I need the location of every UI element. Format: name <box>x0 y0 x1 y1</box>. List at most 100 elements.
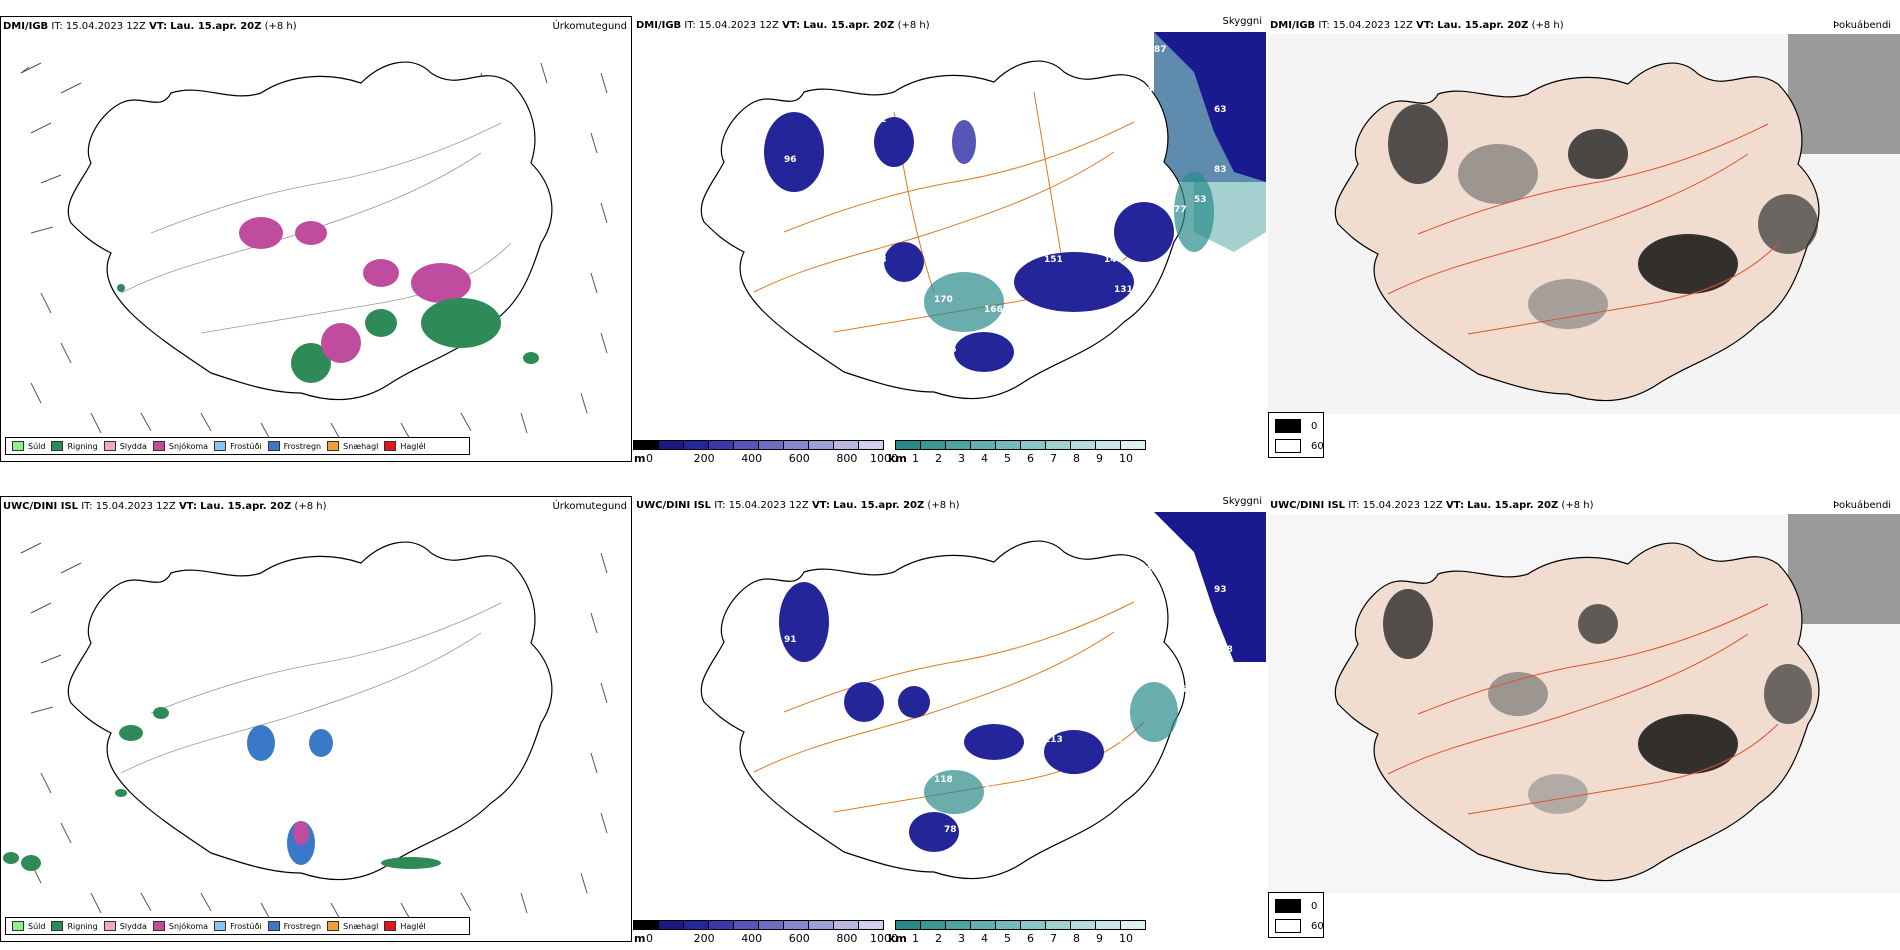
low-visibility-areas <box>764 112 1214 372</box>
legend-item-haglel: Haglél <box>384 921 426 931</box>
precip-areas <box>117 217 539 383</box>
legend-item-frostregn: Frostregn <box>267 921 321 931</box>
visibility-value-label: 113 <box>1044 735 1063 745</box>
visibility-value-label: 144 <box>1104 255 1123 265</box>
legend-item-frostregn: Frostregn <box>267 441 321 451</box>
legend-item-snjokoma: Snjókoma <box>152 441 208 451</box>
coastline <box>1334 542 1820 882</box>
visibility-value-label: 93 <box>934 135 947 145</box>
scale-segment-m <box>833 440 859 450</box>
visibility-color-bar <box>633 440 1264 450</box>
visibility-value-label: 88 <box>874 255 887 265</box>
scale-segment-km <box>920 920 946 930</box>
scale-segment-m <box>808 440 834 450</box>
scale-tick-label: 1 <box>912 932 919 945</box>
scale-segment-km <box>895 920 921 930</box>
visibility-value-label: 131 <box>1114 285 1133 295</box>
scale-tick-label: 3 <box>958 932 965 945</box>
scale-tick-label: 800 <box>836 452 858 465</box>
scale-segment-m <box>758 440 784 450</box>
panel-title: Skyggni <box>1222 496 1262 507</box>
visibility-value-label: 36 <box>1174 685 1187 695</box>
scale-tick-label: 1000 <box>870 452 898 465</box>
fog-indicator-panel-uwc: UWC/DINI ISL IT: 15.04.2023 12Z VT: Lau.… <box>1268 496 1900 938</box>
scale-tick-label: 3 <box>958 452 965 465</box>
visibility-value-label: 119 <box>754 565 773 575</box>
panel-header: UWC/DINI ISL IT: 15.04.2023 12Z VT: Lau.… <box>3 501 327 512</box>
scale-segment-km <box>920 440 946 450</box>
fog-areas <box>1388 104 1818 329</box>
panel-header: DMI/IGB IT: 15.04.2023 12Z VT: Lau. 15.a… <box>636 20 930 31</box>
visibility-value-label: 91 <box>784 635 797 645</box>
visibility-value-label: 96 <box>784 155 797 165</box>
legend-item-rigning: Rigning <box>51 921 98 931</box>
scale-tick-label: 6 <box>1027 932 1034 945</box>
scale-segment-km <box>1070 920 1096 930</box>
precip-type-panel-uwc: UWC/DINI ISL IT: 15.04.2023 12Z VT: Lau.… <box>0 496 632 942</box>
visibility-value-label: 92 <box>874 595 887 605</box>
scale-tick-label: 7 <box>1050 932 1057 945</box>
roads <box>1387 123 1779 335</box>
scale-unit-km: km <box>888 932 907 945</box>
scale-segment-m <box>708 920 734 930</box>
scale-segment-m <box>658 920 684 930</box>
scale-tick-label: 800 <box>836 932 858 945</box>
visibility-map: 91 87 104 63 103 132 70 96 72 93 83 53 162 88 170 151 14… <box>700 32 1266 400</box>
panel-header: DMI/IGB IT: 15.04.2023 12Z VT: Lau. 15.a… <box>1270 20 1564 31</box>
visibility-value-label: 91 <box>1094 45 1107 55</box>
roads <box>120 602 502 774</box>
scale-segment-m <box>708 440 734 450</box>
scale-tick-label: 200 <box>693 932 715 945</box>
visibility-value-label: 132 <box>754 85 773 95</box>
scale-segment-km <box>970 440 996 450</box>
scale-tick-label: 2 <box>935 932 942 945</box>
coastline <box>1334 62 1820 402</box>
panel-title: Úrkomutegund <box>552 21 627 32</box>
scale-tick-label: 8 <box>1073 932 1080 945</box>
scale-segment-m <box>808 920 834 930</box>
visibility-panel-dmi: DMI/IGB IT: 15.04.2023 12Z VT: Lau. 15.a… <box>633 16 1266 465</box>
legend-item-frostudi: Frostúði <box>214 441 262 451</box>
precip-areas <box>3 707 441 871</box>
visibility-scale: m 0 200 400 600 800 1000 km 1 2 3 4 5 6 7 8 9 10 <box>633 920 1264 950</box>
scale-segment-m <box>658 440 684 450</box>
visibility-value-label: 103 <box>704 85 723 95</box>
precip-type-panel-dmi: DMI/IGB IT: 15.04.2023 12Z VT: Lau. 15.a… <box>0 16 632 462</box>
scale-segment-km <box>1120 440 1146 450</box>
scale-unit-m: m <box>634 932 646 945</box>
scale-segment-m <box>858 440 884 450</box>
scale-segment-km <box>995 920 1021 930</box>
panel-header: UWC/DINI ISL IT: 15.04.2023 12Z VT: Lau.… <box>1270 500 1594 511</box>
visibility-value-label: 151 <box>1044 255 1063 265</box>
scale-segment-km <box>945 920 971 930</box>
scale-tick-label: 400 <box>741 932 763 945</box>
visibility-value-label: 63 <box>1214 105 1227 115</box>
visibility-value-label: 118 <box>1214 645 1233 655</box>
visibility-value-label: 74 <box>1194 675 1207 685</box>
fog-legend: 0 60 <box>1268 412 1324 458</box>
visibility-value-label: 101 <box>704 565 723 575</box>
scale-tick-label: 2 <box>935 452 942 465</box>
fog-indicator-panel-dmi: DMI/IGB IT: 15.04.2023 12Z VT: Lau. 15.a… <box>1268 16 1900 458</box>
scale-tick-label: 7 <box>1050 452 1057 465</box>
scale-tick-label: 10 <box>1119 452 1133 465</box>
roads <box>1387 603 1779 815</box>
visibility-value-label: 124 <box>1044 325 1063 335</box>
legend-item-haglel: Haglél <box>384 441 426 451</box>
legend-item-slydda: Slydda <box>103 921 147 931</box>
legend-item-snjokoma: Snjókoma <box>152 921 208 931</box>
visibility-color-bar <box>633 920 1264 930</box>
panel-title: Skyggni <box>1222 16 1262 27</box>
scale-tick-label: 200 <box>693 452 715 465</box>
visibility-value-label: 46 <box>984 785 997 795</box>
panel-title: Þokuábendi <box>1833 500 1892 511</box>
scale-segment-m <box>633 920 659 930</box>
scale-tick-label: 10 <box>1119 932 1133 945</box>
panel-header: UWC/DINI ISL IT: 15.04.2023 12Z VT: Lau.… <box>636 500 960 511</box>
legend-item-sudl: Súld <box>12 921 45 931</box>
scale-segment-km <box>1020 920 1046 930</box>
visibility-value-label: 72 <box>874 115 887 125</box>
scale-segment-m <box>633 440 659 450</box>
visibility-value-label: 83 <box>1214 165 1227 175</box>
visibility-value-label: 170 <box>934 295 953 305</box>
